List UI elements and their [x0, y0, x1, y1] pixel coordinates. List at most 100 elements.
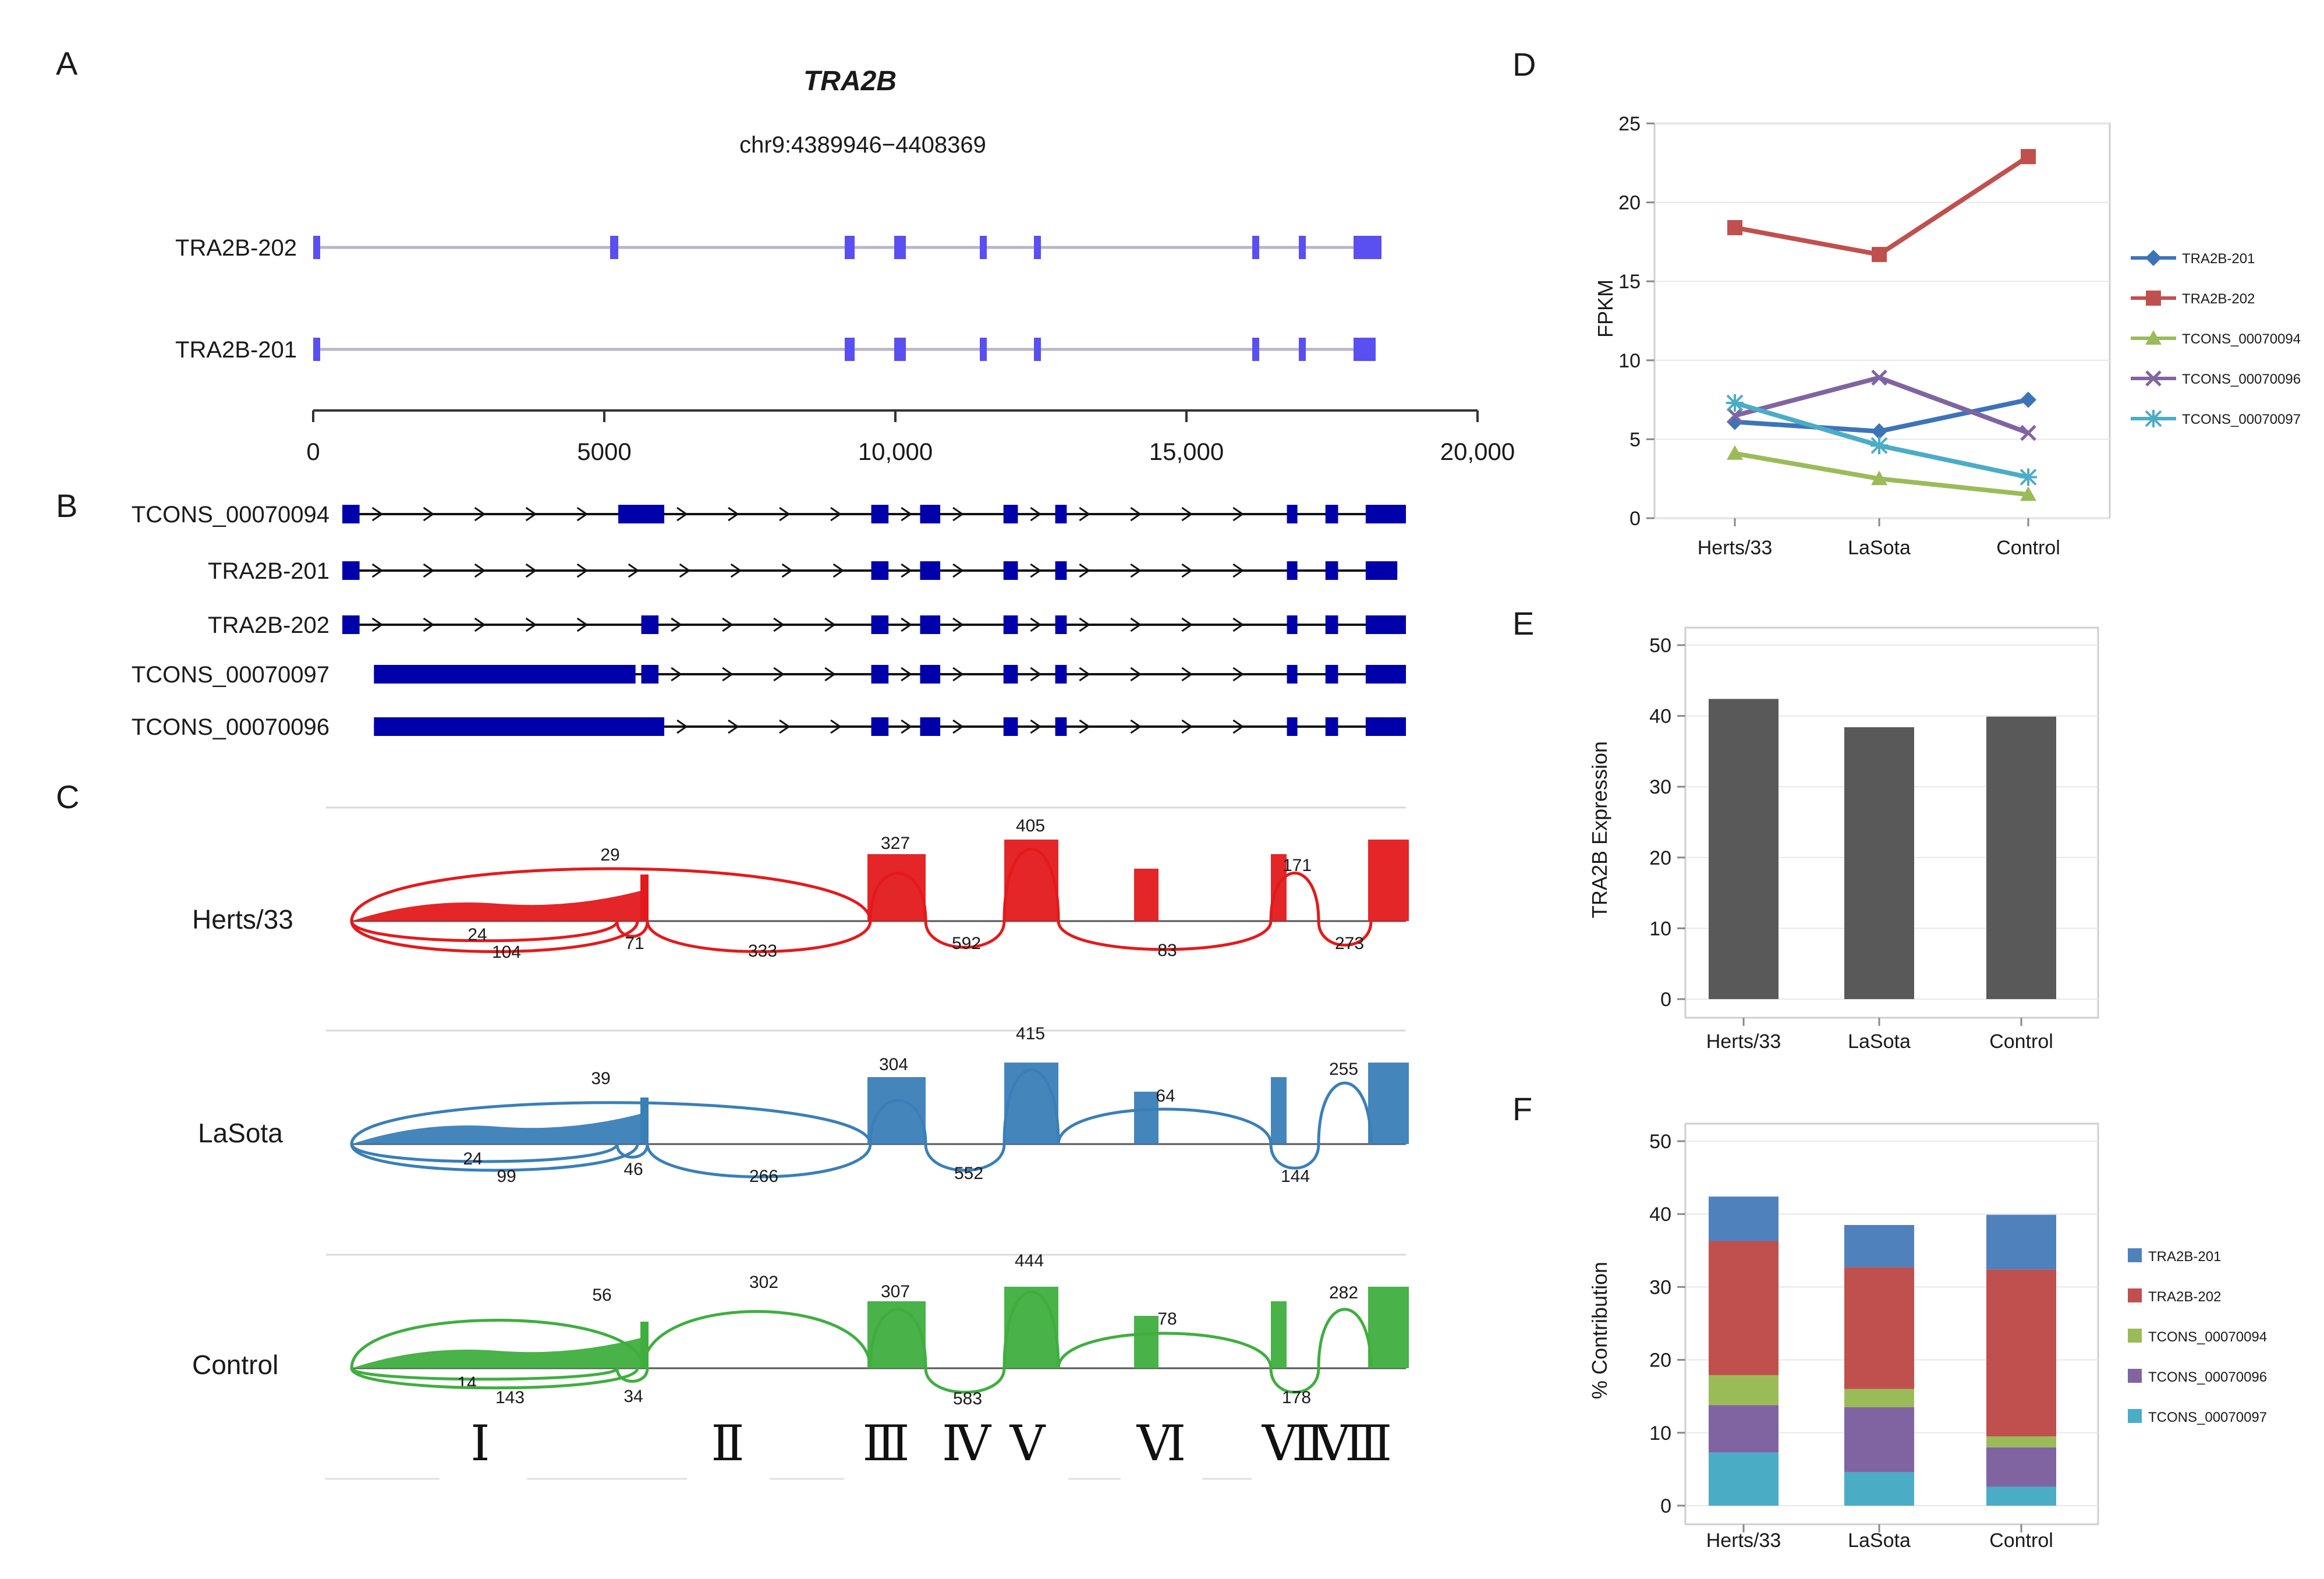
strand-chevron	[830, 507, 842, 522]
strand-chevron	[952, 563, 964, 578]
junction-arc	[350, 1101, 872, 1145]
strand-chevron	[779, 507, 791, 522]
junction-arc	[615, 1143, 649, 1159]
exon-block	[1055, 505, 1067, 523]
strand-chevron	[722, 667, 734, 682]
exon-block	[871, 717, 889, 736]
exon-block	[1003, 505, 1018, 523]
junction-arc	[1002, 1290, 1060, 1369]
strand-chevron	[901, 719, 912, 734]
junction-arc	[924, 1368, 1006, 1394]
junction-arc	[350, 921, 619, 943]
exon-number-label: Ⅵ	[1136, 1415, 1186, 1472]
exon-block	[1325, 717, 1338, 736]
strand-chevron	[1232, 667, 1244, 682]
coverage-area	[1004, 1287, 1058, 1368]
coverage-area	[1134, 869, 1159, 921]
strand-chevron	[525, 617, 537, 632]
exon-number-label: Ⅷ	[1315, 1415, 1392, 1472]
junction-arc	[1057, 1332, 1273, 1369]
strand-chevron	[679, 563, 691, 578]
transcript-label: TCONS_00070096	[132, 714, 330, 740]
axis-tick-label: 0	[306, 438, 320, 465]
junction-count: 34	[623, 1387, 643, 1406]
strand-chevron	[576, 563, 589, 578]
data-point	[2145, 330, 2162, 345]
strand-chevron	[781, 563, 793, 578]
strand-chevron	[423, 563, 435, 578]
junction-arc	[869, 1099, 927, 1145]
x-tick-label: Herts/33	[1698, 537, 1773, 559]
junction-count: 282	[1329, 1283, 1358, 1302]
junction-arc	[1057, 921, 1273, 951]
strand-chevron	[1030, 719, 1042, 734]
strand-chevron	[525, 507, 537, 522]
strand-chevron	[1079, 617, 1090, 632]
y-tick-label: 20	[1618, 192, 1641, 214]
exon-block	[342, 615, 360, 634]
junction-arc	[350, 1143, 639, 1172]
junction-count: 29	[600, 845, 619, 865]
exon-block	[1365, 561, 1398, 580]
strand-chevron	[576, 617, 589, 632]
exon-block	[1034, 236, 1041, 259]
junction-arc	[924, 921, 1006, 949]
coverage-area	[1271, 854, 1287, 921]
exon-block	[845, 338, 855, 361]
coverage-area	[640, 1097, 649, 1144]
exon-block	[1287, 665, 1298, 684]
strand-chevron	[474, 617, 486, 632]
axis-tick-label: 20,000	[1440, 438, 1515, 465]
y-axis-title: TRA2B Expression	[1588, 741, 1611, 918]
exon-block	[1354, 236, 1381, 259]
exon-block	[1365, 717, 1406, 736]
strand-chevron	[1232, 617, 1244, 632]
strand-chevron	[676, 719, 688, 734]
exon-block	[871, 505, 889, 523]
junction-arc	[615, 921, 649, 938]
transcript-label: TRA2B-201	[175, 337, 297, 363]
stacked-bar-segment	[1709, 1375, 1779, 1405]
coverage-area	[1134, 1316, 1159, 1368]
strand-chevron	[728, 719, 739, 734]
data-point	[1727, 445, 1743, 460]
exon-block	[980, 236, 987, 259]
exon-block	[1365, 505, 1406, 523]
data-point	[2145, 370, 2162, 387]
panel-e-expression-bar-chart: 0 10 20 30 40 50 TRA2B Expression Herts/33 LaSot…	[1588, 626, 2099, 1053]
strand-chevron	[371, 507, 384, 522]
strand-chevron	[901, 667, 912, 682]
legend-label: TCONS_00070097	[2182, 412, 2301, 427]
junction-count: 405	[1016, 816, 1045, 835]
panel-c-sashimi-plots: Herts/33 29 327 405 171 24 104 71 333 592 83 273 LaS…	[192, 806, 1409, 1480]
strand-chevron	[576, 507, 589, 522]
junction-arc	[350, 1319, 645, 1369]
legend-swatch	[2128, 1409, 2142, 1423]
strand-chevron	[773, 617, 785, 632]
y-tick-label: 10	[1618, 350, 1641, 372]
strand-chevron	[952, 617, 964, 632]
data-point	[1727, 219, 1742, 235]
exon-number-label: Ⅶ	[1262, 1415, 1325, 1472]
strand-chevron	[1232, 719, 1244, 734]
stacked-bar-segment	[1709, 1241, 1779, 1375]
stacked-bar-segment	[1844, 1224, 1914, 1268]
exon-block	[1003, 615, 1018, 634]
stacked-bar-segment	[1844, 1389, 1914, 1407]
y-tick-label: 50	[1649, 635, 1671, 657]
legend-label: TRA2B-202	[2182, 291, 2255, 307]
coverage-area	[867, 1301, 926, 1368]
strand-chevron	[1030, 507, 1042, 522]
exon-block	[1055, 615, 1067, 634]
stacked-bar-segment	[1844, 1267, 1914, 1389]
stacked-bar-segment	[1986, 1447, 2056, 1487]
exon-block	[641, 665, 659, 684]
y-tick-label: 30	[1649, 776, 1671, 798]
exon-block	[1365, 615, 1406, 634]
axis-tick-label: 15,000	[1149, 438, 1224, 465]
junction-arc	[1317, 921, 1373, 947]
exon-block	[1299, 338, 1306, 361]
y-tick-label: 30	[1649, 1276, 1671, 1298]
panel-label-d: D	[1512, 46, 1536, 83]
exon-block	[1287, 505, 1298, 523]
